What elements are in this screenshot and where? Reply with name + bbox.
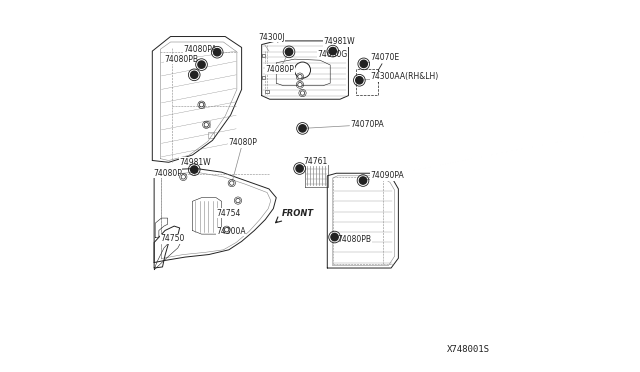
- Bar: [262, 54, 266, 57]
- Circle shape: [225, 228, 229, 232]
- Text: 74080PB: 74080PB: [335, 235, 371, 244]
- Text: 74981W: 74981W: [180, 158, 211, 170]
- Text: 74070PA: 74070PA: [305, 120, 383, 129]
- Text: 74080P: 74080P: [228, 138, 257, 180]
- Circle shape: [294, 62, 310, 78]
- Text: 74070E: 74070E: [367, 53, 399, 63]
- Bar: [266, 90, 269, 93]
- Text: 74300J: 74300J: [258, 33, 285, 43]
- Text: 74754: 74754: [216, 209, 241, 218]
- Text: X748001S: X748001S: [447, 346, 490, 355]
- Text: 74750: 74750: [161, 234, 185, 243]
- Bar: [204, 121, 210, 127]
- Circle shape: [236, 198, 240, 203]
- Bar: [356, 68, 378, 95]
- Text: 74080P: 74080P: [153, 169, 183, 178]
- Text: 74080PB: 74080PB: [164, 55, 199, 64]
- Text: 74090PA: 74090PA: [365, 171, 404, 180]
- Text: 74981W: 74981W: [324, 38, 355, 49]
- Text: 74080PA: 74080PA: [183, 45, 217, 54]
- Circle shape: [356, 77, 363, 84]
- Circle shape: [360, 60, 367, 68]
- Text: 74080P: 74080P: [266, 54, 294, 74]
- Circle shape: [199, 103, 204, 107]
- Text: 74300AA(RH&LH): 74300AA(RH&LH): [362, 72, 438, 81]
- Circle shape: [298, 83, 302, 87]
- Circle shape: [300, 91, 305, 95]
- Circle shape: [299, 125, 306, 132]
- Text: 74300A: 74300A: [216, 227, 246, 236]
- Circle shape: [298, 74, 302, 79]
- Circle shape: [296, 165, 303, 172]
- Circle shape: [331, 233, 338, 241]
- Circle shape: [198, 61, 205, 68]
- Text: 74630G: 74630G: [317, 49, 348, 58]
- Circle shape: [191, 166, 198, 173]
- Bar: [208, 132, 214, 138]
- Circle shape: [181, 175, 186, 179]
- Circle shape: [214, 49, 221, 56]
- Circle shape: [285, 48, 292, 55]
- Bar: [262, 76, 266, 79]
- Circle shape: [204, 122, 209, 127]
- Circle shape: [360, 177, 367, 184]
- Circle shape: [191, 71, 198, 78]
- Circle shape: [230, 181, 234, 185]
- Bar: [198, 102, 204, 108]
- Text: FRONT: FRONT: [282, 209, 314, 218]
- Text: 74761: 74761: [302, 157, 328, 167]
- Circle shape: [329, 48, 337, 55]
